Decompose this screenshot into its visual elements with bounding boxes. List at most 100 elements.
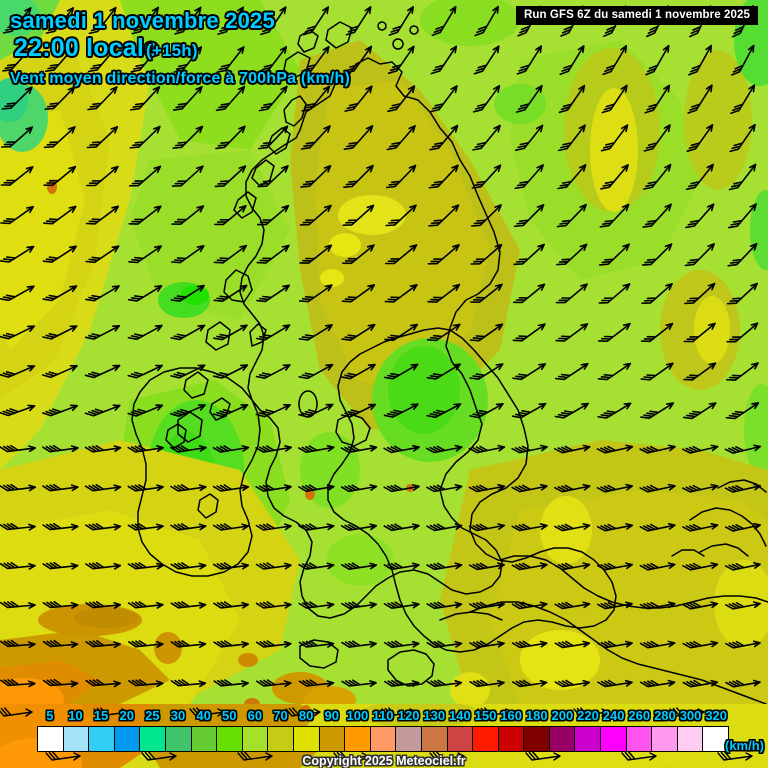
wind-barb: [0, 639, 36, 649]
wind-barb: [42, 600, 79, 609]
legend-swatch[interactable]: [114, 727, 141, 751]
legend-swatch[interactable]: [652, 727, 678, 751]
legend-swatch[interactable]: [38, 727, 64, 751]
wind-barb: [44, 86, 76, 110]
wind-barb: [344, 85, 373, 112]
wind-barb: [170, 404, 206, 417]
legend-swatch[interactable]: [601, 727, 627, 751]
wind-barb: [731, 44, 755, 76]
legend-swatch[interactable]: [396, 727, 422, 751]
wind-barb: [426, 640, 463, 649]
wind-barb: [512, 363, 547, 381]
wind-barb: [42, 678, 79, 688]
wind-barb: [639, 640, 676, 649]
wind-barb: [255, 484, 292, 492]
wind-barb: [85, 285, 120, 302]
wind-barb: [171, 205, 205, 225]
wind-barb: [260, 6, 287, 36]
legend-swatch[interactable]: [370, 727, 397, 751]
legend-swatch[interactable]: [242, 727, 269, 751]
wind-barb: [298, 562, 335, 570]
wind-barb: [45, 46, 75, 72]
wind-barb: [474, 5, 499, 37]
forecast-time: 22:00 locale: [14, 34, 159, 62]
wind-barb: [42, 522, 79, 531]
legend-swatch[interactable]: [626, 727, 653, 751]
forecast-date: samedi 1 novembre 2025: [10, 8, 275, 33]
wind-barb: [256, 204, 290, 226]
wind-barb: [726, 282, 758, 305]
legend-swatch[interactable]: [575, 727, 602, 751]
legend-tick-label: 90: [324, 708, 339, 723]
wind-barb: [511, 562, 548, 571]
wind-barb: [0, 678, 36, 688]
wind-barb: [298, 640, 335, 648]
legend-swatch[interactable]: [677, 727, 704, 751]
legend-swatch[interactable]: [217, 727, 243, 751]
wind-barb: [86, 165, 119, 187]
legend-swatch[interactable]: [63, 727, 90, 751]
forecast-lead-time: (+15h): [146, 41, 198, 60]
wind-barb: [85, 640, 121, 649]
legend-swatch[interactable]: [473, 727, 499, 751]
legend-swatch-bar[interactable]: [37, 726, 729, 752]
wind-barb: [130, 86, 161, 111]
legend-swatch[interactable]: [293, 727, 320, 751]
legend-swatch[interactable]: [191, 727, 218, 751]
legend-swatch[interactable]: [549, 727, 576, 751]
wind-barb: [85, 601, 122, 609]
wind-barb: [93, 707, 129, 717]
wind-barb: [215, 85, 246, 112]
wind-barb: [42, 483, 79, 492]
wind-barb: [639, 523, 676, 532]
legend-swatch[interactable]: [268, 727, 294, 751]
wind-barb: [213, 640, 249, 648]
wind-barb: [212, 364, 249, 379]
legend-swatch[interactable]: [89, 727, 115, 751]
wind-barb: [171, 245, 205, 264]
wind-barb: [598, 283, 631, 304]
wind-barb: [213, 679, 249, 688]
wind-barb: [643, 163, 672, 190]
legend-swatch[interactable]: [524, 727, 550, 751]
legend-tick-label: 320: [705, 708, 728, 723]
wind-barb: [387, 85, 416, 113]
legend-swatch[interactable]: [421, 727, 448, 751]
wind-barb: [87, 46, 118, 73]
legend-tick-label: 80: [298, 708, 314, 723]
wind-barb: [298, 363, 334, 380]
legend-swatch[interactable]: [345, 727, 371, 751]
legend-swatch[interactable]: [703, 727, 729, 751]
wind-barb: [640, 362, 674, 381]
legend-swatch[interactable]: [140, 727, 166, 751]
wind-barb: [472, 124, 501, 151]
wind-barb: [341, 363, 376, 380]
wind-barb: [554, 562, 591, 571]
wind-barb: [641, 283, 673, 304]
wind-barb: [515, 124, 544, 151]
wind-barb: [383, 444, 420, 454]
wind-barb: [383, 523, 420, 532]
wind-barb: [430, 45, 458, 75]
wind-barb: [127, 601, 164, 609]
wind-barb: [469, 679, 505, 688]
wind-barb: [685, 203, 715, 229]
wind-barb: [213, 324, 248, 341]
wind-speed-map[interactable]: samedi 1 novembre 2025 22:00 locale (+15…: [0, 0, 768, 704]
wind-barb: [469, 363, 504, 380]
legend-swatch[interactable]: [319, 727, 346, 751]
wind-barb: [469, 601, 505, 610]
wind-barb: [340, 523, 378, 531]
wind-barb: [255, 640, 292, 648]
wind-barb: [724, 483, 762, 493]
legend-swatch[interactable]: [447, 727, 474, 751]
wind-barb: [217, 6, 244, 35]
wind-barb: [555, 323, 589, 342]
legend-swatch[interactable]: [498, 727, 525, 751]
wind-barb: [42, 285, 78, 302]
legend-swatch[interactable]: [165, 727, 192, 751]
wind-barb: [42, 325, 78, 340]
wind-barb: [259, 46, 288, 74]
legend-unit-label: (km/h): [725, 738, 764, 753]
